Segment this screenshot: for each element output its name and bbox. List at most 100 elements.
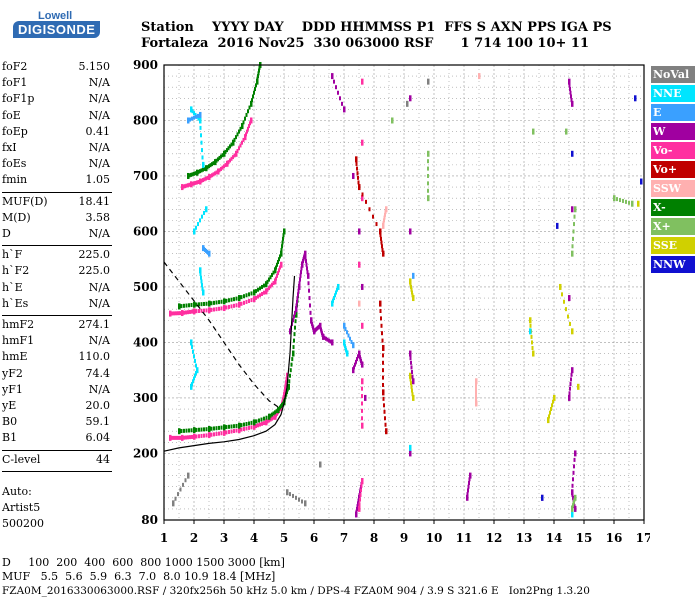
echo-trace-point xyxy=(245,422,248,427)
echo-trace-point xyxy=(248,421,250,426)
echo-trace-point xyxy=(213,300,215,305)
echo-trace-point xyxy=(570,98,573,103)
echo-trace-point xyxy=(193,308,196,315)
echo-trace-point xyxy=(208,300,211,307)
echo-trace-point xyxy=(171,435,173,440)
echo-trace-point xyxy=(182,482,184,487)
echo-trace-point xyxy=(383,403,385,408)
y-tick-label: 80 xyxy=(141,513,158,527)
echo-trace-point xyxy=(382,221,385,226)
echo-trace-point xyxy=(283,389,286,394)
echo-trace-point xyxy=(281,244,283,249)
y-tick-label: 700 xyxy=(133,169,158,183)
echo-trace-point xyxy=(361,139,364,146)
echo-trace-point xyxy=(205,308,208,313)
echo-trace-point xyxy=(238,301,241,308)
echo-trace-point xyxy=(182,184,185,189)
x-tick-label: 6 xyxy=(310,531,318,545)
param-name: yF2 xyxy=(2,366,23,380)
echo-trace-point xyxy=(628,200,630,205)
auto-label: Auto: xyxy=(2,485,32,498)
echo-trace-point xyxy=(208,174,211,181)
logo-lowell-text: Lowell xyxy=(38,10,73,22)
echo-trace-point xyxy=(258,68,260,73)
echo-trace-point xyxy=(282,395,285,400)
echo-trace-point xyxy=(541,494,544,501)
echo-trace-point xyxy=(411,388,413,393)
echo-trace-point xyxy=(255,424,257,429)
echo-trace-point xyxy=(259,422,261,427)
echo-trace-point xyxy=(195,370,197,375)
echo-trace-point xyxy=(382,360,384,365)
plot-echo-traces xyxy=(169,62,643,518)
echo-trace-point xyxy=(475,397,477,402)
echo-trace-point xyxy=(384,212,386,217)
echo-trace-point xyxy=(214,171,216,176)
param-row: hmE 110.0 xyxy=(2,350,110,366)
echo-trace-point xyxy=(292,318,294,323)
echo-trace-point xyxy=(259,286,261,291)
echo-trace-point xyxy=(570,372,573,377)
param-row: D N/A xyxy=(2,227,110,243)
echo-trace-point xyxy=(278,257,280,262)
param-value: N/A xyxy=(88,157,110,171)
param-separator xyxy=(2,449,112,451)
param-value: 6.04 xyxy=(85,431,111,445)
echo-trace-point xyxy=(263,290,265,295)
echo-trace-point xyxy=(193,427,196,434)
echo-trace-point xyxy=(350,339,353,344)
echo-trace-point xyxy=(568,394,571,401)
echo-trace-point xyxy=(215,307,218,312)
echo-trace-point xyxy=(203,177,206,182)
echo-trace-point xyxy=(272,270,275,275)
echo-trace-point xyxy=(230,297,233,302)
echo-trace-point xyxy=(272,281,275,286)
echo-trace-point xyxy=(210,432,213,437)
echo-trace-point xyxy=(236,149,239,154)
echo-trace-point xyxy=(294,325,296,330)
echo-trace-point xyxy=(571,244,574,249)
echo-trace-point xyxy=(282,236,284,241)
echo-trace-point xyxy=(225,430,228,435)
echo-trace-point xyxy=(296,296,299,301)
echo-trace-point xyxy=(372,214,374,219)
param-name: yE xyxy=(2,399,17,412)
echo-trace-point xyxy=(185,428,188,433)
echo-trace-point xyxy=(206,165,209,170)
echo-trace-point xyxy=(185,183,188,188)
echo-trace-point xyxy=(224,149,227,154)
echo-trace-point xyxy=(412,378,415,385)
echo-trace-point xyxy=(208,307,211,314)
echo-trace-point xyxy=(280,261,283,268)
echo-trace-point xyxy=(352,342,355,349)
echo-trace-point xyxy=(553,394,556,401)
echo-trace-point xyxy=(280,250,283,257)
echo-trace-point xyxy=(250,420,253,425)
echo-trace-point xyxy=(357,175,359,180)
echo-trace-point xyxy=(255,289,257,294)
echo-trace-point xyxy=(263,283,265,288)
legend-item: NNE xyxy=(651,85,695,102)
echo-trace-point xyxy=(354,362,356,367)
echo-trace-point xyxy=(197,116,200,121)
header-line-2: Fortaleza 2016 Nov25 330 063000 RSF 1 71… xyxy=(141,36,590,51)
echo-trace-point xyxy=(225,425,228,430)
echo-trace-point xyxy=(295,311,298,318)
echo-trace-point xyxy=(249,121,251,126)
echo-trace-point xyxy=(571,505,574,510)
echo-trace-point xyxy=(574,505,577,512)
echo-trace-point xyxy=(333,296,335,301)
echo-trace-point xyxy=(196,367,199,374)
echo-trace-point xyxy=(240,301,243,306)
echo-trace-point xyxy=(223,298,226,305)
param-separator xyxy=(2,191,112,193)
echo-trace-point xyxy=(293,332,296,337)
echo-trace-point xyxy=(223,429,226,436)
logo-digisonde-text: DIGISONDE xyxy=(13,21,101,38)
echo-trace-point xyxy=(356,166,358,171)
echo-trace-point xyxy=(230,424,233,429)
echo-trace-point xyxy=(532,128,535,135)
legend-item: NoVal xyxy=(651,66,695,83)
echo-trace-point xyxy=(427,78,430,85)
echo-trace-point xyxy=(255,83,257,88)
